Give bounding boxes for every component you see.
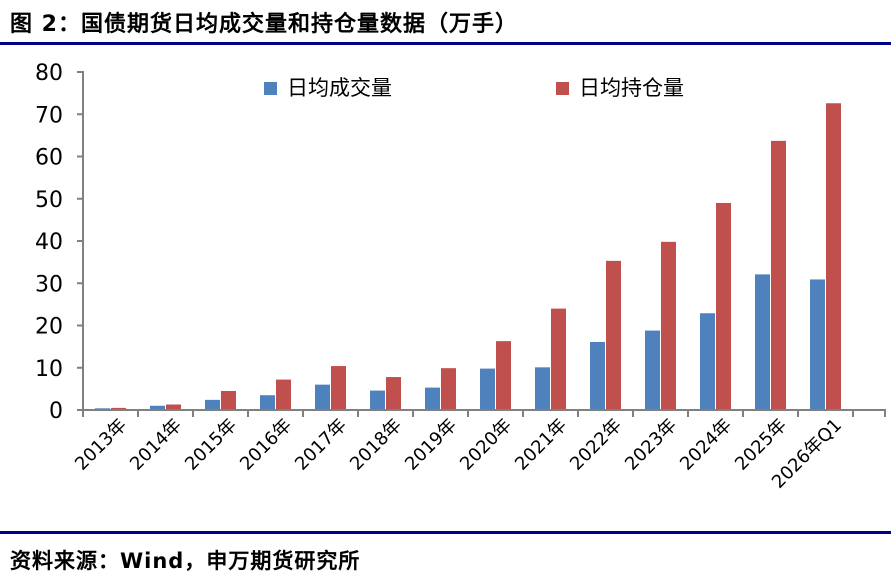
- y-tick-label: 20: [35, 315, 63, 340]
- x-tick-label: 2024年: [676, 415, 736, 475]
- chart-bar: [590, 341, 605, 410]
- x-tick-label: 2016年: [236, 415, 296, 475]
- x-tick-label: 2021年: [511, 415, 571, 475]
- chart-bar: [551, 308, 566, 410]
- x-tick-label: 2018年: [346, 415, 406, 475]
- chart-bar: [370, 390, 385, 410]
- chart-bar: [606, 260, 621, 410]
- x-tick-label: 2022年: [566, 415, 626, 475]
- chart-bar: [221, 390, 236, 410]
- y-tick-label: 10: [35, 357, 63, 382]
- y-tick-label: 70: [35, 103, 63, 128]
- x-tick-label: 2015年: [181, 415, 241, 475]
- y-tick-label: 80: [35, 61, 63, 86]
- x-tick-label: 2019年: [401, 415, 461, 475]
- chart-bar: [661, 241, 676, 410]
- chart-bar: [700, 313, 715, 410]
- chart-bar: [480, 368, 495, 410]
- title-divider-line: [0, 42, 891, 45]
- chart-bar: [425, 387, 440, 410]
- chart-bar: [716, 202, 731, 410]
- chart-bar: [645, 330, 660, 410]
- y-tick-label: 40: [35, 230, 63, 255]
- chart-bar: [150, 405, 165, 410]
- y-tick-label: 60: [35, 146, 63, 171]
- x-tick-label: 2013年: [71, 415, 131, 475]
- x-tick-label: 2023年: [621, 415, 681, 475]
- y-tick-label: 30: [35, 272, 63, 297]
- chart-bar: [771, 140, 786, 410]
- y-tick-label: 0: [49, 399, 63, 424]
- chart-bar: [810, 279, 825, 410]
- x-tick-label: 2020年: [456, 415, 516, 475]
- chart-bar: [111, 407, 126, 410]
- chart-bar: [205, 399, 220, 410]
- chart-bar: [535, 367, 550, 410]
- chart-bar: [166, 404, 181, 410]
- chart-bar: [331, 366, 346, 410]
- chart-bar: [260, 395, 275, 410]
- chart-bar: [826, 103, 841, 410]
- y-tick-label: 50: [35, 188, 63, 213]
- chart-bar: [441, 368, 456, 410]
- source-note: 资料来源：Wind，申万期货研究所: [10, 549, 361, 573]
- x-tick-label: 2017年: [291, 415, 351, 475]
- chart-bar: [496, 341, 511, 410]
- chart-bar: [315, 384, 330, 410]
- footer-divider-line: [0, 531, 891, 534]
- chart-bar: [386, 377, 401, 410]
- figure-title: 图 2：国债期货日均成交量和持仓量数据（万手）: [10, 12, 518, 37]
- chart-bar: [755, 274, 770, 410]
- x-tick-label: 2014年: [126, 415, 186, 475]
- chart-bar: [276, 379, 291, 410]
